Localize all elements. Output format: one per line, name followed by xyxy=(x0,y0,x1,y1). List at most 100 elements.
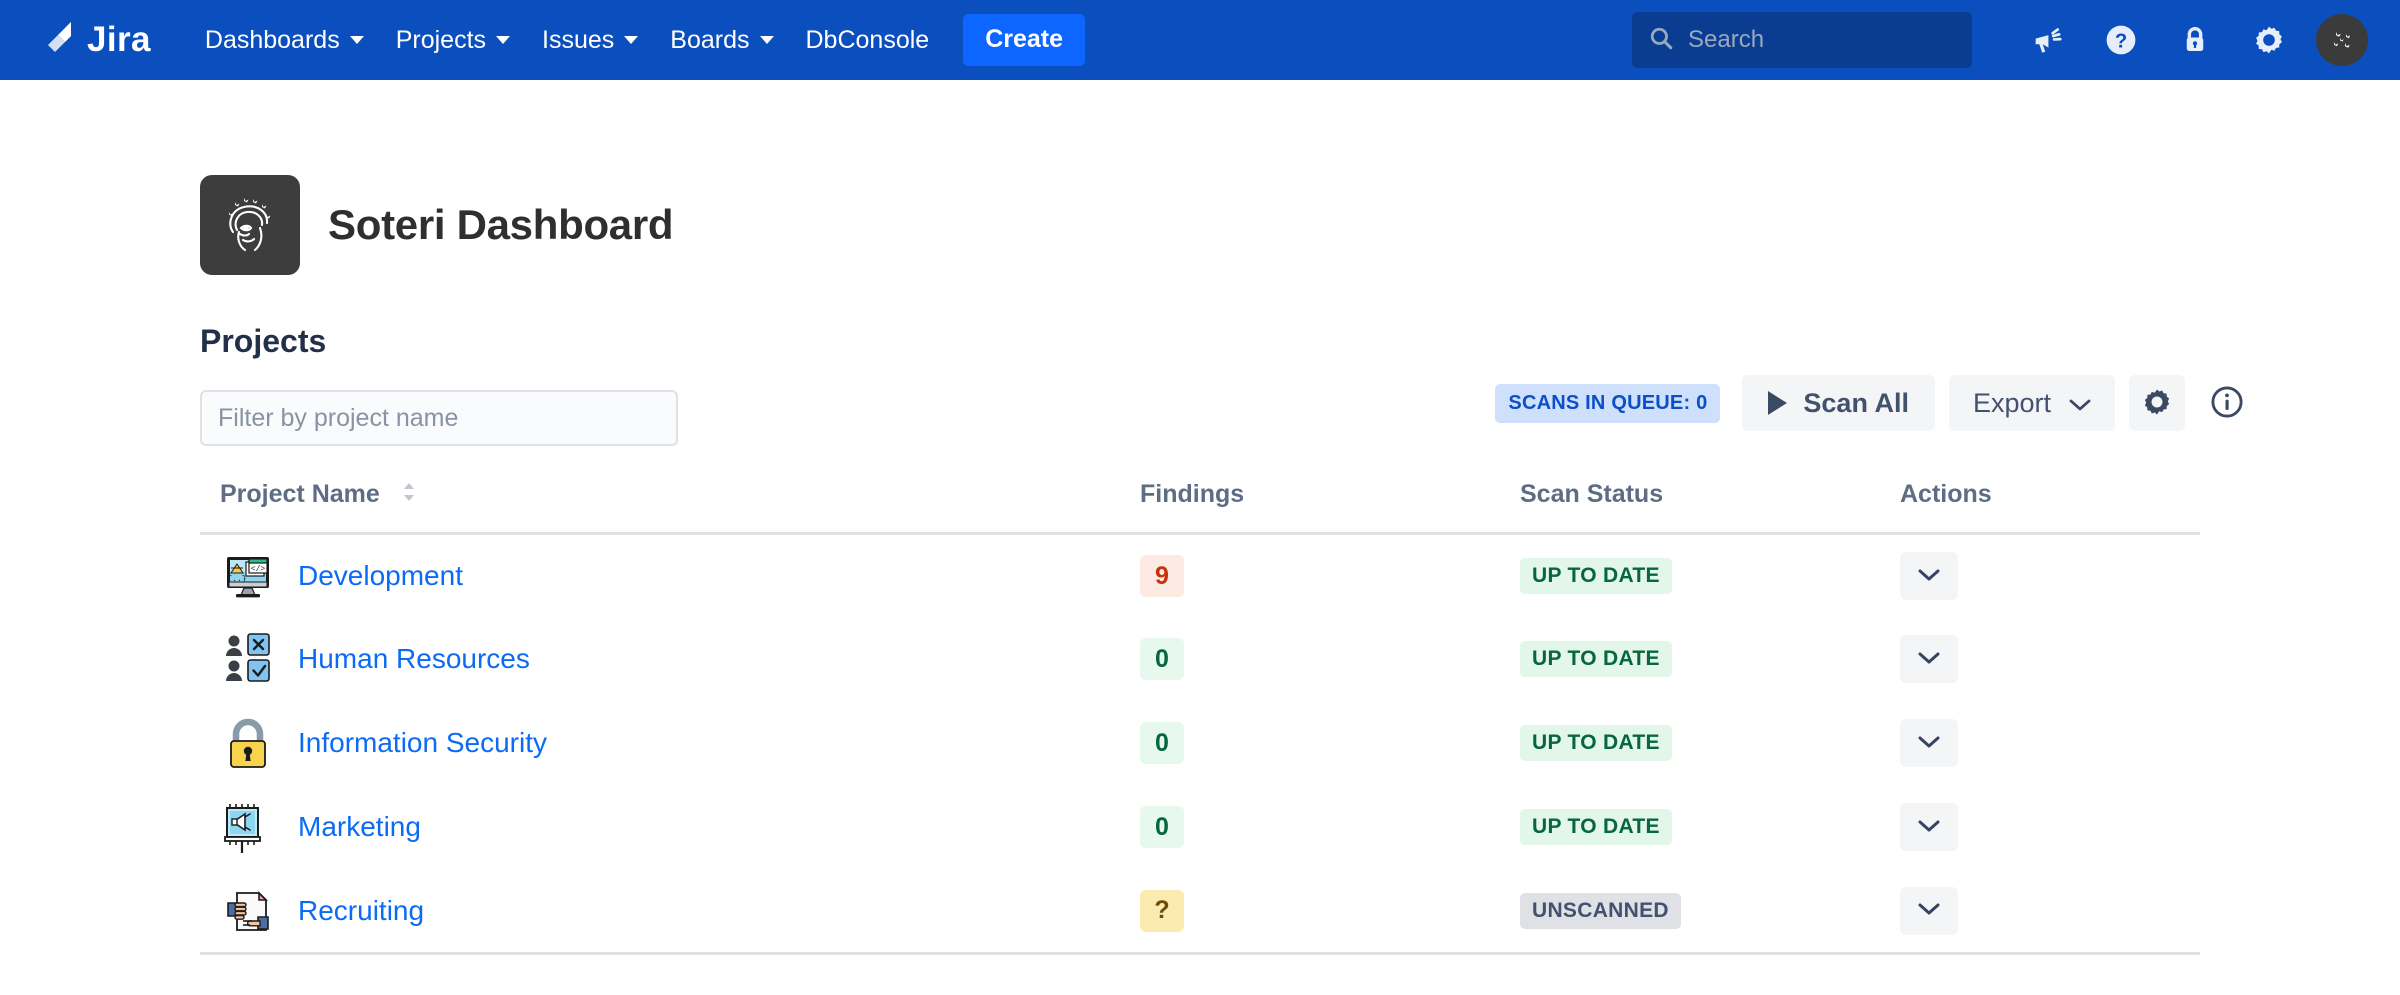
scan-all-label: Scan All xyxy=(1803,387,1909,418)
column-header-label: Actions xyxy=(1900,480,1992,509)
soteri-medusa-logo xyxy=(200,175,300,275)
row-actions-button[interactable] xyxy=(1900,719,1958,768)
chevron-down-icon xyxy=(1918,651,1940,668)
nav-item-projects[interactable]: Projects xyxy=(380,12,526,68)
cell-scan-status: UP TO DATE xyxy=(1520,701,1900,785)
findings-badge: 0 xyxy=(1140,722,1184,765)
column-header-label: Scan Status xyxy=(1520,480,1664,509)
row-actions-button[interactable] xyxy=(1900,886,1958,935)
column-header-label: Findings xyxy=(1140,480,1245,509)
projects-toolbar: SCANS IN QUEUE: 0 Scan All Export xyxy=(1495,375,2255,431)
cell-actions xyxy=(1900,869,2200,955)
cell-project-name: Marketing xyxy=(200,785,1140,869)
scan-all-button[interactable]: Scan All xyxy=(1742,375,1935,431)
cell-scan-status: UP TO DATE xyxy=(1520,785,1900,869)
settings-gear-button[interactable] xyxy=(2129,375,2185,431)
project-link[interactable]: Information Security xyxy=(298,727,547,759)
cell-project-name: </> {..} Development xyxy=(200,533,1140,617)
table-header-row: Project Name Findings Scan Status Acti xyxy=(200,480,2200,535)
cell-scan-status: UP TO DATE xyxy=(1520,533,1900,617)
column-header-project-name[interactable]: Project Name xyxy=(200,480,1140,535)
gear-icon xyxy=(2141,386,2173,421)
project-link[interactable]: Development xyxy=(298,560,463,592)
cell-findings: 0 xyxy=(1140,617,1520,701)
cell-actions xyxy=(1900,701,2200,785)
table-row: </> {..} Development 9 UP xyxy=(200,533,2200,617)
cell-findings: 9 xyxy=(1140,533,1520,617)
table-body: </> {..} Development 9 UP xyxy=(200,533,2200,955)
user-avatar[interactable] xyxy=(2316,14,2368,66)
jira-logo[interactable]: Jira xyxy=(40,0,151,80)
table-row: Marketing 0 UP TO DATE xyxy=(200,785,2200,869)
help-question-icon[interactable]: ? xyxy=(2093,12,2149,68)
nav-item-label: Dashboards xyxy=(204,25,340,54)
cell-actions xyxy=(1900,785,2200,869)
megaphone-banner-icon xyxy=(220,799,276,855)
jira-logo-text: Jira xyxy=(87,20,151,59)
gear-icon[interactable] xyxy=(2241,12,2297,68)
export-button[interactable]: Export xyxy=(1948,375,2115,431)
row-actions-button[interactable] xyxy=(1900,635,1958,684)
nav-item-dbconsole[interactable]: DbConsole xyxy=(790,12,946,68)
lock-icon[interactable] xyxy=(2167,12,2223,68)
findings-badge: 9 xyxy=(1140,555,1184,598)
jira-logo-icon xyxy=(40,19,78,62)
nav-right-cluster: Search ? xyxy=(1632,0,2400,80)
status-badge: UP TO DATE xyxy=(1520,809,1672,846)
row-actions-button[interactable] xyxy=(1900,803,1958,852)
padlock-icon xyxy=(220,715,276,771)
search-icon xyxy=(1648,25,1674,56)
nav-item-boards[interactable]: Boards xyxy=(654,12,789,68)
column-header-label: Project Name xyxy=(220,480,380,508)
table-row: Information Security 0 UP TO DATE xyxy=(200,701,2200,785)
dashboard-header: Soteri Dashboard xyxy=(200,175,2400,275)
column-header-actions: Actions xyxy=(1900,480,2200,535)
cell-actions xyxy=(1900,617,2200,701)
cell-scan-status: UNSCANNED xyxy=(1520,869,1900,955)
svg-text:?: ? xyxy=(2115,31,2127,53)
announcement-megaphone-icon[interactable] xyxy=(2019,12,2075,68)
cell-scan-status: UP TO DATE xyxy=(1520,617,1900,701)
create-button[interactable]: Create xyxy=(963,14,1086,66)
info-button[interactable] xyxy=(2199,375,2255,431)
projects-table: Project Name Findings Scan Status Acti xyxy=(200,480,2200,955)
findings-badge: 0 xyxy=(1140,806,1184,849)
status-badge: UP TO DATE xyxy=(1520,641,1672,678)
people-checklist-icon xyxy=(220,631,276,687)
cell-findings: 0 xyxy=(1140,701,1520,785)
project-link[interactable]: Recruiting xyxy=(298,894,425,926)
chevron-down-icon xyxy=(624,36,639,44)
table-row: Recruiting ? UNSCANNED xyxy=(200,869,2200,955)
findings-badge: 0 xyxy=(1140,638,1184,681)
status-badge: UP TO DATE xyxy=(1520,725,1672,762)
page-body: Soteri Dashboard Projects SCANS IN QUEUE… xyxy=(0,80,2400,995)
nav-item-issues[interactable]: Issues xyxy=(526,12,654,68)
cell-project-name: Human Resources xyxy=(200,617,1140,701)
nav-item-dashboards[interactable]: Dashboards xyxy=(189,12,380,68)
chevron-down-icon xyxy=(496,36,511,44)
cell-findings: ? xyxy=(1140,869,1520,955)
nav-item-label: Boards xyxy=(670,25,750,54)
chevron-down-icon xyxy=(1918,819,1940,836)
cell-findings: 0 xyxy=(1140,785,1520,869)
project-filter-input[interactable] xyxy=(200,390,678,446)
table-header: Project Name Findings Scan Status Acti xyxy=(200,480,2200,535)
chevron-down-icon xyxy=(2069,388,2091,419)
row-actions-button[interactable] xyxy=(1900,552,1958,601)
export-label: Export xyxy=(1972,387,2051,418)
project-link[interactable]: Human Resources xyxy=(298,643,530,675)
sort-updown-icon[interactable] xyxy=(401,481,417,510)
nav-item-label: DbConsole xyxy=(805,25,930,54)
projects-section-heading: Projects xyxy=(200,323,327,359)
cell-project-name: Information Security xyxy=(200,701,1140,785)
search-placeholder: Search xyxy=(1688,26,1765,53)
chevron-down-icon xyxy=(1918,568,1940,585)
svg-text:{..}: {..} xyxy=(227,575,246,584)
svg-text:</>: </> xyxy=(251,565,266,574)
nav-item-label: Issues xyxy=(542,25,615,54)
findings-badge: ? xyxy=(1140,889,1184,932)
project-link[interactable]: Marketing xyxy=(298,811,421,843)
chevron-down-icon xyxy=(759,36,774,44)
cell-project-name: Recruiting xyxy=(200,869,1140,955)
search-input[interactable]: Search xyxy=(1632,12,1972,68)
